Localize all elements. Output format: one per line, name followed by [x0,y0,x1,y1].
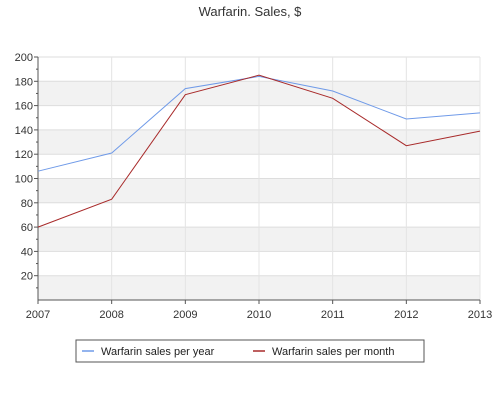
y-tick-label: 140 [15,125,33,137]
y-tick-label: 180 [15,76,33,88]
y-tick-label: 200 [15,52,33,64]
y-tick-label: 60 [21,222,33,234]
y-tick-label: 20 [21,271,33,283]
x-tick-label: 2008 [99,309,123,321]
x-tick-label: 2013 [468,309,492,321]
chart-title: Warfarin. Sales, $ [199,4,303,19]
legend: Warfarin sales per year Warfarin sales p… [75,339,425,363]
x-tick-label: 2009 [173,309,197,321]
x-tick-label: 2007 [26,309,50,321]
gridlines [37,56,481,300]
y-tick-label: 80 [21,198,33,210]
y-tick-label: 100 [15,174,33,186]
legend-box [75,339,425,363]
x-axis-ticks: 2007 2008 2009 2010 2011 2012 2013 [26,300,492,321]
series-line-2 [37,74,481,228]
y-tick-label: 40 [21,246,33,258]
series-line-1 [37,75,481,172]
legend-label-series-2: Warfarin sales per month [272,346,394,358]
y-tick-label: 120 [15,149,33,161]
x-tick-label: 2010 [247,309,271,321]
x-tick-label: 2011 [321,309,345,321]
series-lines [37,74,481,228]
legend-label-series-1: Warfarin sales per year [101,346,215,358]
x-tick-label: 2012 [394,309,418,321]
y-tick-label: 160 [15,101,33,113]
y-axis-ticks: 20 40 60 80 100 120 140 160 180 200 [15,52,38,289]
